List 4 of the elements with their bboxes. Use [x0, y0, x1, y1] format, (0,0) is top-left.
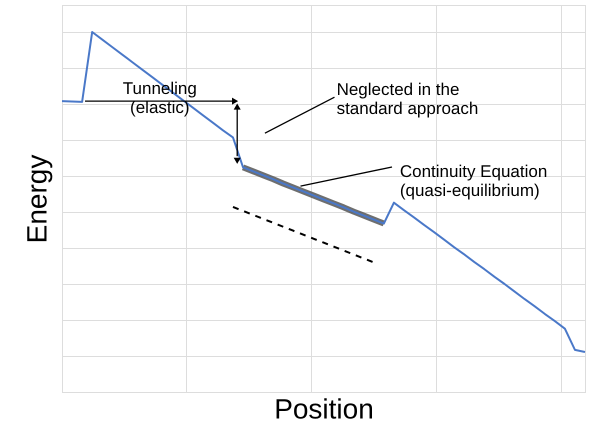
annotation: Continuity Equation (quasi-equilibrium) — [400, 162, 548, 200]
y-axis-title: Energy — [22, 154, 52, 244]
x-axis-title: Position — [274, 394, 374, 424]
annotation: Neglected in the standard approach — [336, 80, 478, 118]
